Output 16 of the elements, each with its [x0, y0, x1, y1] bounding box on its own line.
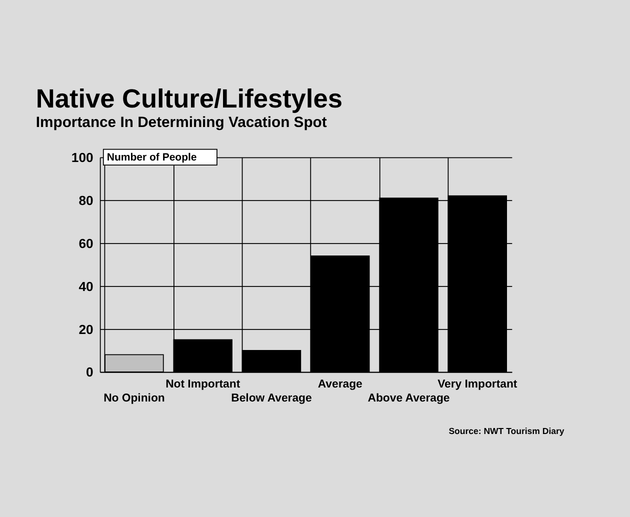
x-tick-label: Not Important [166, 378, 240, 391]
y-tick-label: 100 [71, 150, 94, 166]
x-tick-label: Average [318, 378, 362, 391]
chart-subtitle: Importance In Determining Vacation Spot [36, 114, 327, 131]
source-note: Source: NWT Tourism Diary [448, 426, 564, 436]
y-axis-title: Number of People [106, 152, 197, 164]
y-tick-label: 40 [78, 278, 94, 294]
x-tick-label: Below Average [231, 392, 312, 405]
y-tick-label: 20 [78, 322, 94, 337]
x-tick-label: Very Important [438, 378, 518, 391]
x-tick-label: Above Average [368, 392, 450, 405]
y-tick-label: 80 [78, 192, 94, 208]
x-tick-label: No Opinion [104, 392, 165, 405]
y-tick-label: 60 [78, 236, 94, 251]
y-tick-label: 0 [86, 364, 94, 380]
chart-title: Native Culture/Lifestyles [36, 84, 342, 114]
